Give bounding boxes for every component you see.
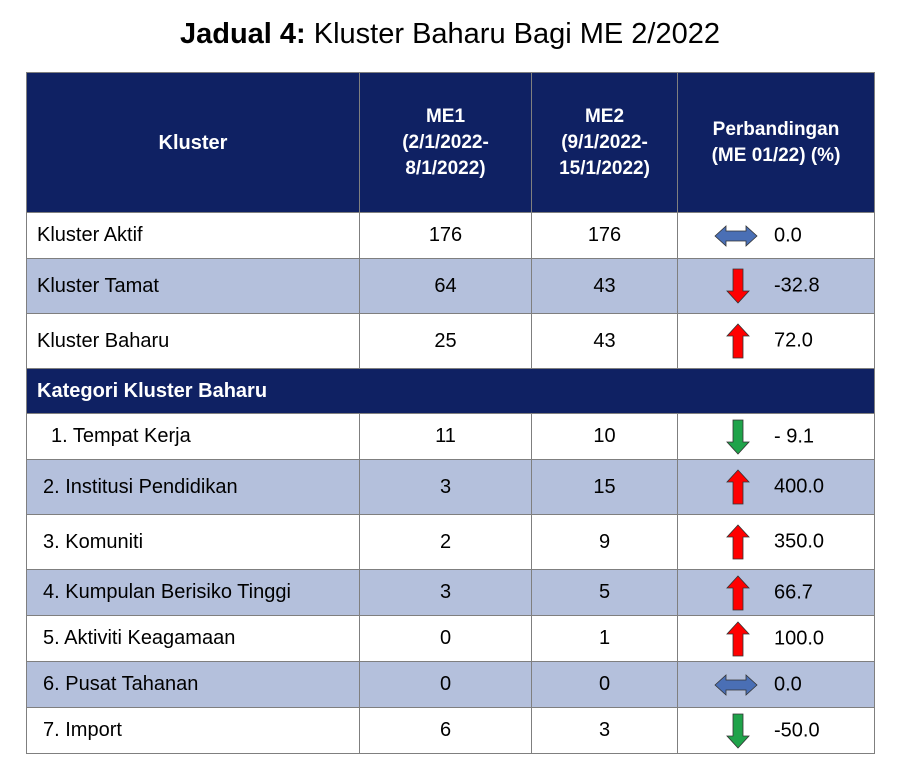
- comparison-value: 400.0: [774, 475, 825, 498]
- row-me2: 43: [531, 313, 678, 369]
- header-me1: ME1 (2/1/2022- 8/1/2022): [359, 72, 532, 213]
- header-row: Kluster ME1 (2/1/2022- 8/1/2022) ME2 (9/…: [26, 72, 875, 213]
- header-me2-line: 15/1/2022): [559, 157, 650, 179]
- row-me1: 0: [359, 661, 532, 708]
- row-me1: 6: [359, 707, 532, 754]
- row-me2: 10: [531, 413, 678, 460]
- header-me1-line: ME1: [425, 105, 466, 127]
- page-title: Jadual 4: Kluster Baharu Bagi ME 2/2022: [0, 14, 900, 54]
- row-me1: 2: [359, 514, 532, 570]
- comparison-value: -32.8: [774, 274, 820, 297]
- row-comparison: - 9.1: [677, 413, 875, 460]
- row-me1: 176: [359, 212, 532, 259]
- row-comparison: 72.0: [677, 313, 875, 369]
- row-comparison: 66.7: [677, 569, 875, 616]
- title-text: Kluster Baharu Bagi ME 2/2022: [313, 18, 721, 50]
- table-row: 3. Komuniti 2 9 350.0: [26, 514, 875, 570]
- header-me2-line: ME2: [584, 105, 625, 127]
- title-prefix: Jadual 4:: [179, 18, 306, 50]
- header-comparison: Perbandingan (ME 01/22) (%): [677, 72, 875, 213]
- row-me1: 25: [359, 313, 532, 369]
- up-arrow-icon: [726, 620, 750, 656]
- table-row: 1. Tempat Kerja 11 10 - 9.1: [26, 413, 875, 460]
- comparison-value: 0.0: [774, 224, 802, 246]
- comparison-value: 100.0: [774, 627, 825, 649]
- row-name: 1. Tempat Kerja: [26, 413, 360, 460]
- header-me2-line: (9/1/2022-: [561, 131, 648, 153]
- cluster-table: Kluster ME1 (2/1/2022- 8/1/2022) ME2 (9/…: [26, 72, 875, 754]
- comparison-value: 66.7: [774, 581, 813, 603]
- comparison-value: -50.0: [774, 719, 820, 741]
- row-name: 2. Institusi Pendidikan: [26, 459, 360, 515]
- row-comparison: 350.0: [677, 514, 875, 570]
- down-arrow-icon: [726, 419, 750, 455]
- double-arrow-icon: [714, 673, 758, 696]
- row-me2: 43: [531, 258, 678, 314]
- row-name: Kluster Aktif: [26, 212, 360, 259]
- header-kluster: Kluster: [26, 72, 360, 213]
- row-comparison: -50.0: [677, 707, 875, 754]
- row-me2: 0: [531, 661, 678, 708]
- header-me1-line: 8/1/2022): [405, 157, 486, 179]
- row-name: 6. Pusat Tahanan: [26, 661, 360, 708]
- row-me2: 176: [531, 212, 678, 259]
- table-row: 7. Import 6 3 -50.0: [26, 707, 875, 754]
- row-name: Kluster Baharu: [26, 313, 360, 369]
- row-comparison: 0.0: [677, 661, 875, 708]
- table-row: 5. Aktiviti Keagamaan 0 1 100.0: [26, 615, 875, 662]
- row-me1: 0: [359, 615, 532, 662]
- row-comparison: 400.0: [677, 459, 875, 515]
- table-row: 6. Pusat Tahanan 0 0 0.0: [26, 661, 875, 708]
- row-name: 7. Import: [26, 707, 360, 754]
- row-me1: 11: [359, 413, 532, 460]
- section-row: Kategori Kluster Baharu: [26, 368, 875, 414]
- up-arrow-icon: [726, 323, 750, 359]
- down-arrow-icon: [726, 713, 750, 749]
- row-me2: 5: [531, 569, 678, 616]
- row-me2: 15: [531, 459, 678, 515]
- up-arrow-icon: [726, 524, 750, 560]
- row-me2: 1: [531, 615, 678, 662]
- double-arrow-icon: [714, 224, 758, 247]
- header-me1-line: (2/1/2022-: [402, 131, 489, 153]
- row-name: 4. Kumpulan Berisiko Tinggi: [26, 569, 360, 616]
- comparison-value: 72.0: [774, 329, 813, 352]
- up-arrow-icon: [726, 469, 750, 505]
- comparison-value: - 9.1: [774, 425, 815, 447]
- table-row: 4. Kumpulan Berisiko Tinggi 3 5 66.7: [26, 569, 875, 616]
- up-arrow-icon: [726, 574, 750, 610]
- row-comparison: 0.0: [677, 212, 875, 259]
- header-cmp-line: Perbandingan: [712, 118, 840, 140]
- table-row: Kluster Tamat 64 43 -32.8: [26, 258, 875, 314]
- table-row: Kluster Baharu 25 43 72.0: [26, 313, 875, 369]
- row-comparison: 100.0: [677, 615, 875, 662]
- section-title: Kategori Kluster Baharu: [26, 368, 875, 414]
- row-name: 3. Komuniti: [26, 514, 360, 570]
- down-arrow-icon: [726, 268, 750, 304]
- row-me1: 3: [359, 459, 532, 515]
- row-name: Kluster Tamat: [26, 258, 360, 314]
- comparison-value: 350.0: [774, 530, 825, 553]
- row-comparison: -32.8: [677, 258, 875, 314]
- table-row: 2. Institusi Pendidikan 3 15 400.0: [26, 459, 875, 515]
- header-me2: ME2 (9/1/2022- 15/1/2022): [531, 72, 678, 213]
- header-cmp-line: (ME 01/22) (%): [711, 144, 841, 166]
- row-me2: 3: [531, 707, 678, 754]
- table-row: Kluster Aktif 176 176 0.0: [26, 212, 875, 259]
- row-me1: 3: [359, 569, 532, 616]
- row-name: 5. Aktiviti Keagamaan: [26, 615, 360, 662]
- comparison-value: 0.0: [774, 673, 802, 695]
- row-me2: 9: [531, 514, 678, 570]
- row-me1: 64: [359, 258, 532, 314]
